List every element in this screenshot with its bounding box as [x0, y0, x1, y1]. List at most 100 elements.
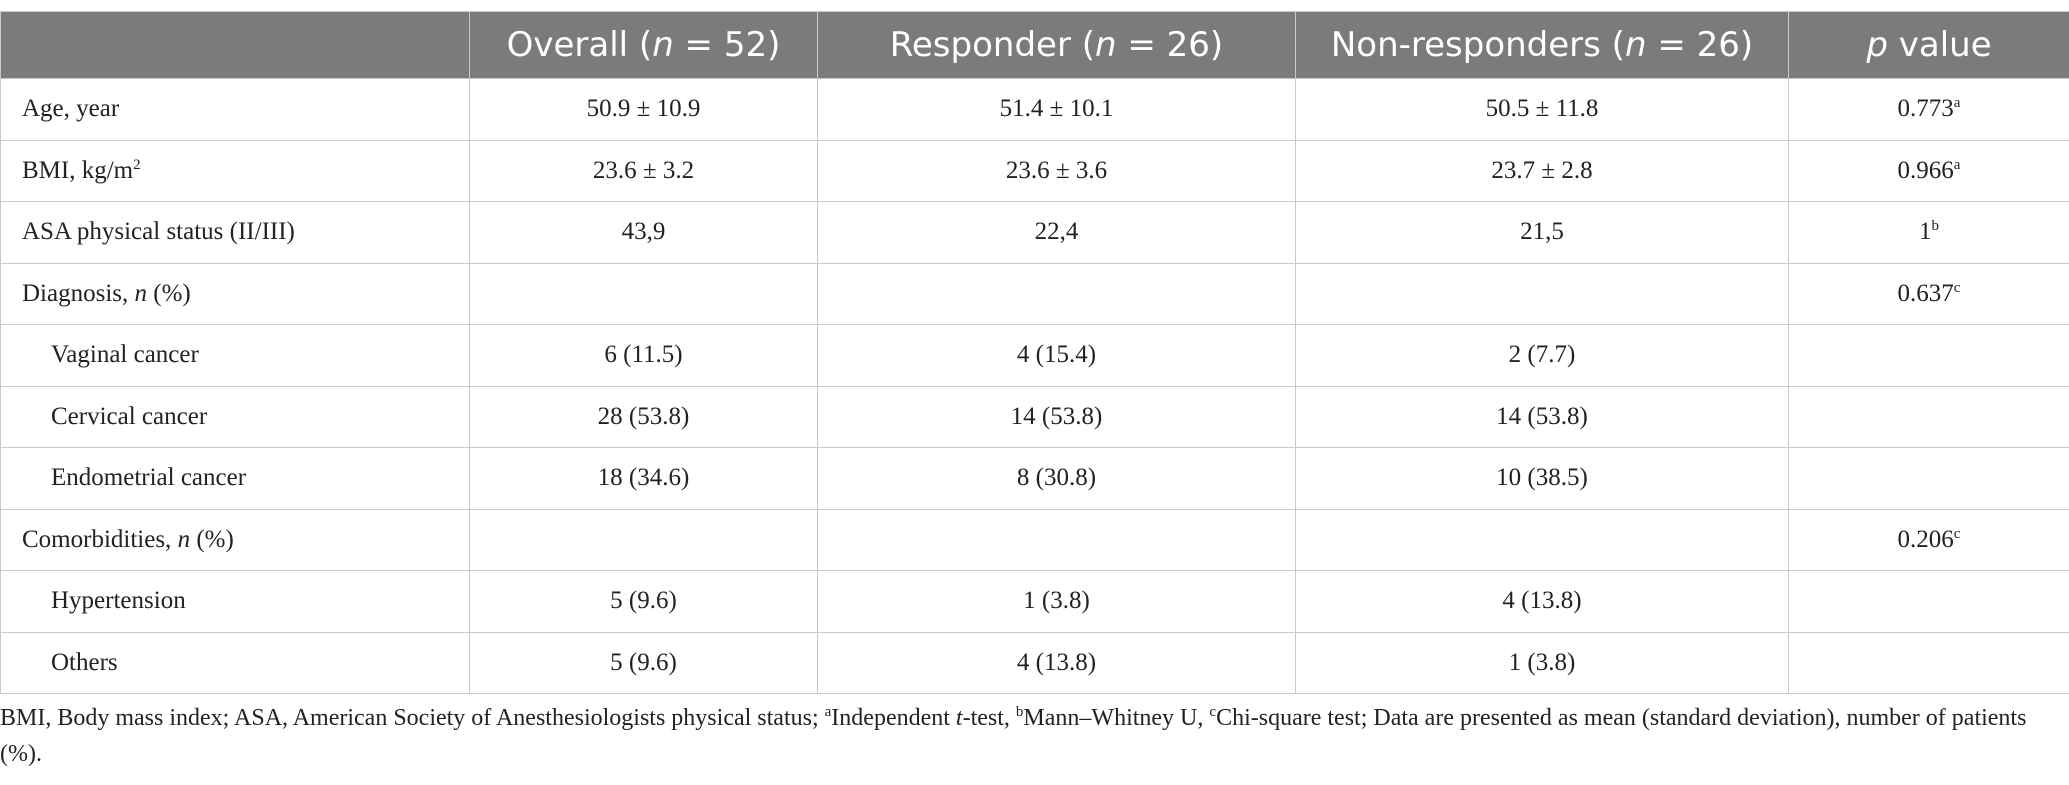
- p-cell: 1b: [1788, 201, 2069, 264]
- row: Vaginal cancer 6 (11.5) 4 (15.4) 2 (7.7): [0, 324, 2069, 387]
- header-text: Overall (: [506, 25, 653, 65]
- label-text: n: [177, 525, 191, 553]
- p-cell: [1788, 447, 2069, 510]
- row-label: ASA physical status (II/III): [0, 201, 470, 264]
- cell: 4 (13.8): [817, 631, 1296, 694]
- cell: [817, 262, 1296, 325]
- footnote-sup: b: [1015, 704, 1024, 720]
- header-text: n: [1095, 25, 1117, 65]
- header-row: Overall (n = 52) Responder (n = 26) Non-…: [0, 11, 2069, 79]
- p-cell: [1788, 324, 2069, 387]
- row-label: Vaginal cancer: [0, 324, 470, 387]
- p-value: 0.966: [1897, 156, 1954, 184]
- footnote-text: Mann–Whitney U,: [1023, 705, 1210, 731]
- label-text: Comorbidities,: [22, 525, 178, 553]
- p-value: 0.206: [1897, 525, 1954, 553]
- header-text: = 52): [673, 25, 781, 65]
- row-label: Diagnosis, n (%): [0, 262, 470, 325]
- cell: 8 (30.8): [817, 447, 1296, 510]
- row-label: BMI, kg/m2: [0, 139, 470, 202]
- p-cell: [1788, 385, 2069, 448]
- header-text: = 26): [1646, 25, 1754, 65]
- cell: 50.9 ± 10.9: [469, 78, 818, 141]
- label-text: BMI, kg/m: [22, 156, 134, 184]
- row: ASA physical status (II/III) 43,9 22,4 2…: [0, 201, 2069, 264]
- label-text: n: [134, 279, 148, 307]
- cell: [817, 508, 1296, 571]
- cell: 18 (34.6): [469, 447, 818, 510]
- cell: [469, 508, 818, 571]
- p-note: b: [1931, 218, 1940, 235]
- row: Others 5 (9.6) 4 (13.8) 1 (3.8): [0, 631, 2069, 694]
- footnote-text: BMI, Body mass index; ASA, American Soci…: [0, 705, 825, 731]
- cell: 4 (15.4): [817, 324, 1296, 387]
- cell: 10 (38.5): [1295, 447, 1789, 510]
- footnote-text: Independent: [831, 705, 956, 731]
- cell: 2 (7.7): [1295, 324, 1789, 387]
- row: Cervical cancer 28 (53.8) 14 (53.8) 14 (…: [0, 385, 2069, 448]
- p-value: 1: [1919, 218, 1932, 246]
- p-note: c: [1953, 525, 1961, 542]
- footnote-sup: a: [824, 704, 832, 720]
- header-text: p: [1866, 25, 1888, 65]
- cell: 5 (9.6): [469, 631, 818, 694]
- cell: 6 (11.5): [469, 324, 818, 387]
- cell: 51.4 ± 10.1: [817, 78, 1296, 141]
- cell: 23.6 ± 3.2: [469, 139, 818, 202]
- cell: 23.7 ± 2.8: [1295, 139, 1789, 202]
- cell: [469, 262, 818, 325]
- label-sup: 2: [133, 156, 141, 173]
- header-text: value: [1887, 25, 1992, 65]
- cell: 28 (53.8): [469, 385, 818, 448]
- header-cell: Overall (n = 52): [469, 11, 818, 79]
- cell: [1295, 262, 1789, 325]
- p-note: a: [1953, 156, 1961, 173]
- p-cell: [1788, 570, 2069, 633]
- cell: 14 (53.8): [817, 385, 1296, 448]
- row: Hypertension 5 (9.6) 1 (3.8) 4 (13.8): [0, 570, 2069, 633]
- row-label: Age, year: [0, 78, 470, 141]
- footnote-text: -test,: [962, 705, 1016, 731]
- characteristics-table: Overall (n = 52) Responder (n = 26) Non-…: [0, 11, 2069, 694]
- p-cell: 0.206c: [1788, 508, 2069, 571]
- row-label: Hypertension: [0, 570, 470, 633]
- footnote-sup: c: [1209, 704, 1217, 720]
- p-value: 0.637: [1897, 279, 1954, 307]
- cell: [1295, 508, 1789, 571]
- cell: 43,9: [469, 201, 818, 264]
- cell: 1 (3.8): [817, 570, 1296, 633]
- cell: 4 (13.8): [1295, 570, 1789, 633]
- cell: 14 (53.8): [1295, 385, 1789, 448]
- p-value: 0.773: [1897, 95, 1954, 123]
- header-cell: [0, 11, 470, 79]
- cell: 22,4: [817, 201, 1296, 264]
- header-text: n: [652, 25, 674, 65]
- row: Diagnosis, n (%) 0.637c: [0, 262, 2069, 325]
- label-text: (%): [147, 279, 191, 307]
- p-cell: [1788, 631, 2069, 694]
- p-cell: 0.637c: [1788, 262, 2069, 325]
- row-label: Others: [0, 631, 470, 694]
- row: BMI, kg/m2 23.6 ± 3.2 23.6 ± 3.6 23.7 ± …: [0, 139, 2069, 202]
- cell: 5 (9.6): [469, 570, 818, 633]
- cell: 1 (3.8): [1295, 631, 1789, 694]
- header-cell: Non-responders (n = 26): [1295, 11, 1789, 79]
- row-label: Endometrial cancer: [0, 447, 470, 510]
- cell: 23.6 ± 3.6: [817, 139, 1296, 202]
- footnote-text: t: [955, 705, 963, 731]
- header-cell: Responder (n = 26): [817, 11, 1296, 79]
- p-cell: 0.773a: [1788, 78, 2069, 141]
- row: Endometrial cancer 18 (34.6) 8 (30.8) 10…: [0, 447, 2069, 510]
- label-text: Diagnosis,: [22, 279, 135, 307]
- header-text: = 26): [1116, 25, 1224, 65]
- header-text: Non-responders (: [1330, 25, 1625, 65]
- footnote-text: Chi-square test; Data are presented as m…: [0, 705, 2027, 767]
- header-text: Responder (: [889, 25, 1095, 65]
- cell: 50.5 ± 11.8: [1295, 78, 1789, 141]
- row-label: Comorbidities, n (%): [0, 508, 470, 571]
- p-note: c: [1953, 279, 1961, 296]
- cell: 21,5: [1295, 201, 1789, 264]
- label-text: (%): [190, 525, 234, 553]
- footnote: BMI, Body mass index; ASA, American Soci…: [0, 700, 2060, 772]
